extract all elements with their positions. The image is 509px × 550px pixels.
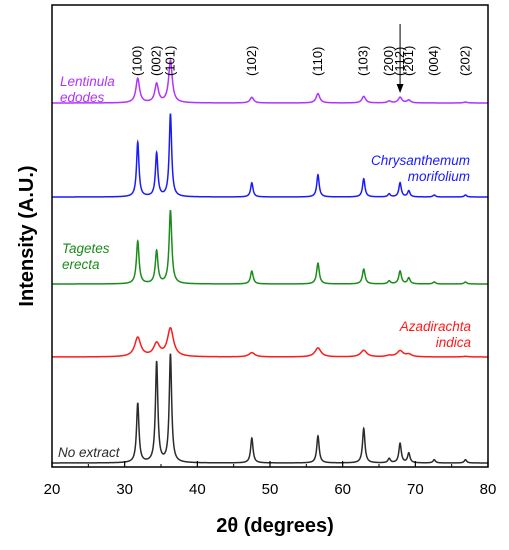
label-layer: No extract Azadirachta indica Tagetes erecta… [58, 24, 473, 460]
y-axis-title: Intensity (A.U.) [16, 165, 38, 306]
x-tick-label: 50 [262, 481, 279, 498]
peak-arrow-head [396, 84, 404, 93]
x-tick-label: 30 [116, 481, 133, 498]
peak-label: (002) [149, 46, 164, 76]
x-tick-label: 80 [480, 481, 497, 498]
x-axis: 20 30 40 50 60 70 80 [44, 461, 497, 498]
peak-label: (102) [244, 46, 259, 76]
peak-label: (103) [356, 46, 371, 76]
peak-label: (101) [162, 46, 177, 76]
series-layer [52, 58, 488, 464]
x-axis-title: 2θ (degrees) [216, 515, 334, 537]
x-tick-label: 20 [44, 481, 61, 498]
series-line-azadirachta-indica [52, 326, 488, 358]
x-tick-label: 40 [189, 481, 206, 498]
series-line-chrysanthemum-morifolium [52, 113, 488, 198]
peak-label: (004) [426, 46, 441, 76]
peak-label: (200) [381, 46, 396, 76]
series-label-lentinula-edodes: Lentinula edodes [60, 74, 115, 105]
peak-label: (100) [130, 46, 145, 76]
plot-frame [51, 4, 489, 468]
series-label-chrysanthemum-morifolium: Chrysanthemum morifolium [371, 153, 470, 184]
x-tick-label: 70 [407, 481, 424, 498]
series-label-azadirachta-indica: Azadirachta indica [399, 319, 472, 350]
series-label-tagetes-erecta: Tagetes erecta [62, 241, 110, 272]
peak-label: (202) [458, 46, 473, 76]
peak-label: (110) [310, 47, 325, 76]
series-line-tagetes-erecta [52, 210, 488, 285]
series-line-lentinula-edodes [52, 58, 488, 104]
series-label-no-extract: No extract [58, 445, 121, 460]
peak-label: (201) [401, 46, 416, 76]
x-tick-label: 60 [334, 481, 351, 498]
